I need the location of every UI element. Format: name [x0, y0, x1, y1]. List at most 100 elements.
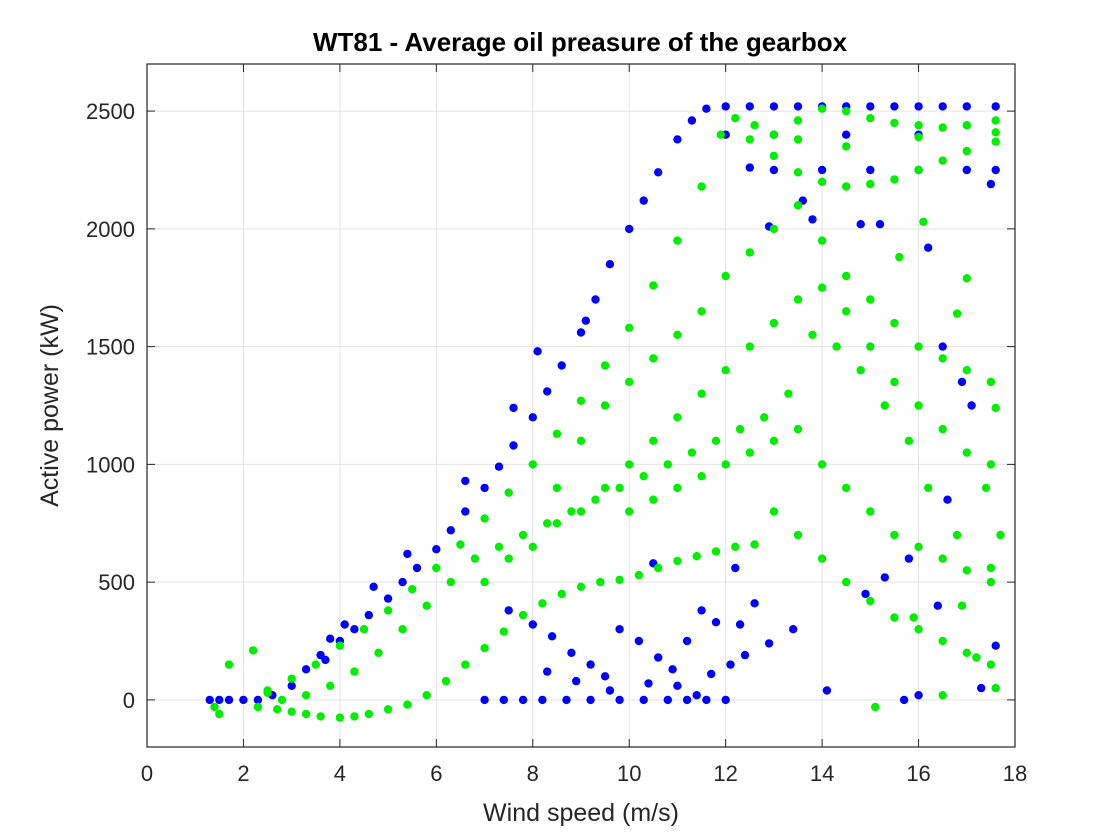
data-point — [673, 135, 682, 144]
x-tick-label: 4 — [334, 761, 346, 786]
data-point — [533, 347, 542, 356]
data-point — [716, 130, 725, 139]
data-point — [721, 102, 730, 111]
data-point — [600, 672, 610, 681]
data-point — [962, 566, 971, 575]
data-point — [697, 472, 706, 481]
data-point — [412, 563, 422, 573]
data-point — [591, 295, 600, 304]
data-point — [842, 106, 851, 116]
data-point — [909, 613, 918, 622]
data-point — [866, 165, 875, 175]
data-point — [301, 691, 311, 700]
data-point — [673, 556, 682, 566]
data-point — [263, 686, 272, 695]
data-point — [789, 625, 798, 634]
data-point — [769, 436, 779, 445]
data-point — [605, 686, 615, 695]
data-point — [711, 436, 721, 445]
y-tick-label: 0 — [123, 688, 135, 713]
data-point — [600, 483, 610, 493]
data-point — [441, 676, 451, 686]
data-point — [938, 691, 947, 700]
data-point — [562, 695, 571, 705]
data-point — [793, 530, 803, 540]
data-point — [239, 695, 248, 705]
data-point — [576, 396, 586, 405]
data-point — [649, 495, 658, 504]
data-point — [654, 168, 663, 177]
data-point — [335, 713, 345, 722]
data-point — [634, 570, 644, 580]
data-point — [760, 413, 769, 422]
data-point — [654, 563, 663, 573]
data-point — [957, 601, 967, 610]
data-point — [996, 530, 1005, 540]
data-point — [403, 549, 412, 559]
data-point — [224, 660, 234, 669]
data-point — [750, 540, 759, 549]
data-point — [866, 179, 875, 189]
data-point — [793, 201, 803, 210]
data-point — [977, 683, 986, 693]
data-point — [576, 507, 586, 516]
data-point — [769, 318, 779, 328]
data-point — [914, 132, 923, 142]
data-point — [890, 118, 899, 128]
data-point — [600, 401, 610, 410]
data-point — [962, 448, 971, 457]
data-point — [735, 424, 745, 434]
axis-ticks: 0 2 4 6 8 10 12 14 16 18 0 500 1000 1500 2000 2500 — [86, 64, 1027, 786]
data-point — [731, 563, 740, 573]
data-point — [702, 695, 711, 705]
data-point — [663, 460, 672, 469]
data-point — [538, 599, 547, 608]
data-point — [981, 483, 991, 493]
data-point — [480, 514, 489, 523]
y-axis-label: Active power (kW) — [36, 304, 64, 507]
data-point — [649, 354, 658, 363]
data-point — [890, 102, 899, 111]
data-point — [817, 236, 827, 245]
data-point — [793, 168, 803, 177]
x-tick-label: 18 — [1003, 761, 1027, 786]
data-point — [480, 695, 489, 705]
data-point — [364, 610, 373, 620]
data-point — [543, 519, 552, 528]
data-point — [842, 130, 851, 139]
data-point — [750, 121, 759, 130]
data-point — [914, 542, 923, 551]
y-tick-label: 500 — [98, 570, 135, 595]
data-point — [273, 705, 282, 714]
data-point — [687, 448, 697, 457]
data-point — [890, 530, 899, 540]
data-point — [432, 563, 441, 573]
data-point — [350, 667, 359, 676]
data-point — [576, 328, 586, 337]
data-point — [750, 599, 759, 608]
data-point — [793, 295, 803, 304]
data-point — [403, 700, 412, 709]
data-point — [962, 274, 971, 283]
data-point — [576, 436, 586, 445]
data-point — [702, 104, 711, 113]
data-point — [248, 646, 258, 655]
data-point — [697, 182, 706, 191]
x-tick-label: 14 — [810, 761, 834, 786]
data-point — [875, 220, 885, 229]
data-point — [817, 177, 827, 186]
x-tick-label: 2 — [237, 761, 249, 786]
data-point — [383, 606, 393, 615]
data-point — [745, 102, 754, 111]
data-point — [986, 563, 996, 573]
data-point — [890, 377, 899, 387]
data-point — [538, 695, 547, 705]
data-point — [687, 116, 697, 125]
data-point — [938, 636, 947, 646]
data-point — [856, 366, 865, 375]
data-point — [654, 653, 663, 662]
y-tick-label: 2500 — [86, 99, 135, 124]
data-point — [938, 123, 947, 132]
data-point — [740, 650, 750, 660]
data-point — [581, 316, 590, 325]
